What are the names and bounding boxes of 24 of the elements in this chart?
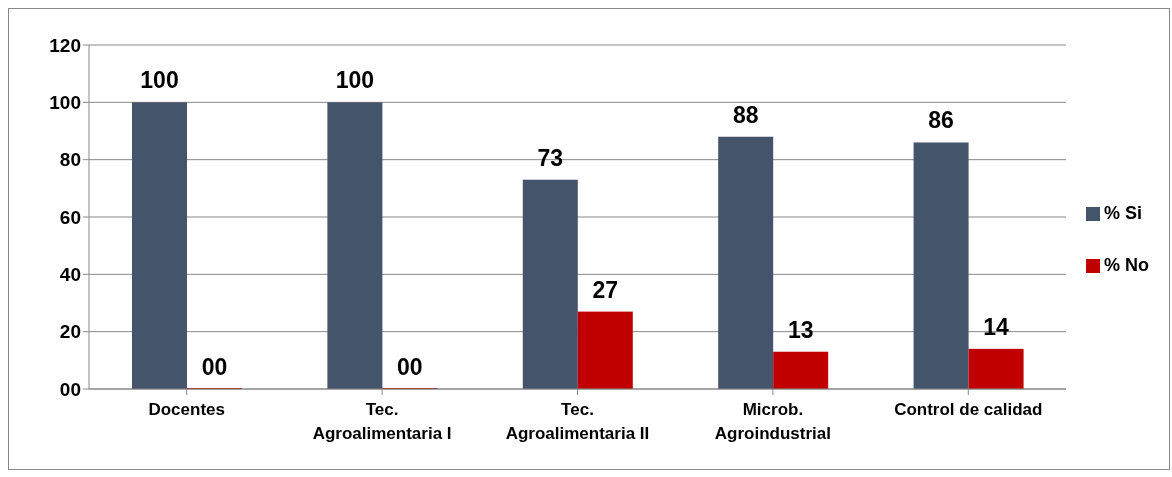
data-label: 27 [592, 276, 619, 303]
y-tick-label: 00 [59, 378, 81, 400]
y-tick-label: 60 [59, 206, 81, 228]
data-label: 14 [983, 313, 1010, 340]
x-tick-label: Control de calidad [894, 400, 1043, 419]
data-label: 100 [335, 67, 375, 94]
legend-label: % No [1104, 255, 1149, 275]
y-tick-label: 80 [59, 149, 81, 171]
x-tick-label: Docentes [148, 400, 225, 419]
x-tick-label: Tec. Agroalimentaria II [505, 400, 650, 443]
data-label: 86 [928, 107, 954, 134]
y-tick-label: 120 [49, 34, 81, 56]
y-tick-label: 40 [59, 264, 81, 286]
data-label: 100 [140, 67, 179, 94]
data-label: 88 [732, 101, 759, 128]
data-label: 00 [397, 354, 423, 380]
x-tick-label: Tec. Agroalimentaria I [312, 400, 452, 443]
data-label: 13 [787, 316, 814, 343]
x-tick-label: Microb. Agroindustrial [714, 400, 831, 443]
data-label: 00 [201, 354, 228, 380]
y-tick-label: 20 [59, 321, 81, 343]
y-tick-label: 100 [49, 92, 81, 114]
data-label: 73 [537, 144, 564, 171]
legend-label: % Si [1104, 203, 1143, 223]
